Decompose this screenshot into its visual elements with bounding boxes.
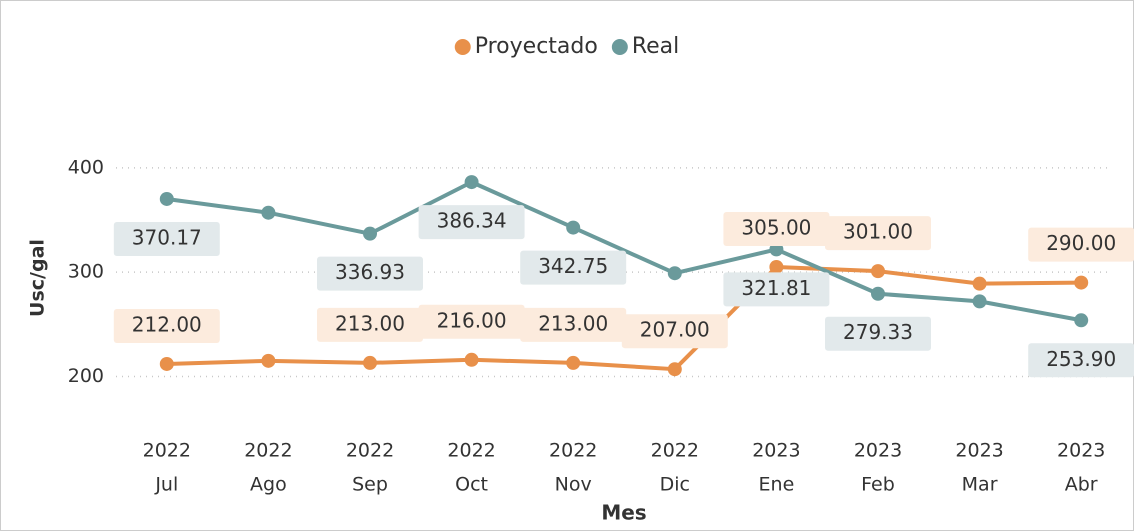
line bbox=[166, 180, 1082, 323]
data-label: 370.17 bbox=[113, 221, 220, 256]
x-tick-label: Dic bbox=[660, 474, 690, 496]
x-tick-label: Abr bbox=[1065, 474, 1098, 496]
data-label: 342.75 bbox=[520, 250, 627, 285]
x-tick-label: Ene bbox=[759, 474, 795, 496]
data-label: 253.90 bbox=[1028, 343, 1134, 378]
legend-label: Proyectado bbox=[475, 34, 598, 59]
x-tick-label: 2023 bbox=[1057, 440, 1105, 462]
data-label: 305.00 bbox=[723, 211, 830, 246]
data-label-box bbox=[113, 308, 220, 343]
point bbox=[769, 259, 784, 274]
data-label: 213.00 bbox=[520, 307, 627, 342]
point bbox=[464, 175, 479, 190]
data-label: 386.34 bbox=[418, 205, 525, 240]
data-label-text: 253.90 bbox=[1046, 347, 1116, 371]
point bbox=[363, 226, 377, 241]
x-tick-label: Nov bbox=[555, 474, 592, 496]
data-label-box bbox=[621, 314, 728, 349]
data-label-box bbox=[825, 316, 931, 351]
data-label-box bbox=[317, 256, 423, 291]
data-label-text: 212.00 bbox=[132, 312, 202, 336]
point bbox=[261, 205, 276, 220]
x-tick-label: 2023 bbox=[955, 440, 1003, 462]
x-tick-label: 2022 bbox=[143, 440, 191, 462]
x-tick-label: Ago bbox=[250, 474, 287, 496]
point bbox=[871, 286, 885, 301]
data-label-text: 370.17 bbox=[132, 225, 202, 249]
point bbox=[159, 191, 174, 206]
data-label-box bbox=[418, 304, 525, 339]
point bbox=[566, 220, 581, 235]
line bbox=[166, 264, 1082, 372]
data-label-text: 301.00 bbox=[843, 220, 913, 244]
point bbox=[972, 294, 987, 309]
x-axis-title: Mes bbox=[601, 501, 646, 525]
x-tick-label: Mar bbox=[962, 474, 998, 496]
point bbox=[972, 276, 987, 291]
x-tick-label: 2022 bbox=[651, 440, 699, 462]
point bbox=[1074, 313, 1089, 328]
point bbox=[464, 352, 479, 367]
data-label: 336.93 bbox=[317, 256, 423, 291]
legend-label: Real bbox=[632, 34, 679, 59]
point bbox=[159, 356, 174, 371]
data-label-box bbox=[1028, 343, 1134, 378]
data-label: 207.00 bbox=[621, 314, 728, 349]
x-tick-label: 2022 bbox=[549, 440, 597, 462]
data-label-box bbox=[723, 211, 830, 246]
y-axis-title: Usc/gal bbox=[27, 239, 49, 317]
data-label: 213.00 bbox=[317, 307, 423, 342]
point bbox=[667, 362, 682, 377]
x-tick-label: 2022 bbox=[447, 440, 495, 462]
data-label-box bbox=[418, 205, 525, 240]
data-label-box bbox=[825, 216, 931, 251]
point bbox=[667, 266, 682, 281]
data-label-text: 342.75 bbox=[538, 254, 608, 278]
data-label: 290.00 bbox=[1028, 227, 1134, 262]
data-label: 321.81 bbox=[723, 272, 830, 307]
point bbox=[261, 353, 276, 368]
data-label-box bbox=[1028, 227, 1134, 262]
point bbox=[1074, 275, 1089, 290]
y-tick-label: 200 bbox=[68, 365, 104, 387]
data-label-box bbox=[520, 250, 627, 285]
data-label-text: 213.00 bbox=[335, 311, 405, 335]
legend-marker bbox=[611, 39, 628, 55]
data-label-text: 207.00 bbox=[640, 318, 710, 342]
legend: Proyectado Real bbox=[454, 34, 679, 59]
data-label: 301.00 bbox=[825, 216, 931, 251]
data-label-text: 305.00 bbox=[741, 215, 811, 239]
point bbox=[871, 264, 885, 279]
data-label: 212.00 bbox=[113, 308, 220, 343]
point bbox=[566, 355, 581, 370]
data-label-text: 216.00 bbox=[437, 308, 507, 332]
x-tick-label: 2023 bbox=[752, 440, 800, 462]
data-label-text: 386.34 bbox=[437, 209, 507, 233]
y-tick-label: 300 bbox=[68, 261, 104, 283]
x-tick-label: Jul bbox=[154, 474, 178, 496]
data-label-text: 213.00 bbox=[538, 311, 608, 335]
x-tick-label: 2022 bbox=[244, 440, 292, 462]
data-label-box bbox=[317, 307, 423, 342]
data-label-text: 279.33 bbox=[843, 320, 913, 344]
data-label: 279.33 bbox=[825, 316, 931, 351]
x-tick-label: Sep bbox=[352, 474, 388, 496]
legend-marker bbox=[454, 39, 471, 55]
data-label-box bbox=[723, 272, 830, 307]
data-label-text: 321.81 bbox=[741, 276, 811, 300]
data-label: 216.00 bbox=[418, 304, 525, 339]
x-tick-label: Oct bbox=[455, 474, 488, 496]
data-label-text: 290.00 bbox=[1046, 231, 1116, 255]
y-tick-label: 400 bbox=[68, 156, 104, 178]
data-label-box bbox=[113, 221, 220, 256]
point bbox=[363, 355, 377, 370]
data-label-text: 336.93 bbox=[335, 260, 405, 284]
x-tick-label: 2022 bbox=[346, 440, 394, 462]
data-label-box bbox=[520, 307, 627, 342]
x-tick-label: Feb bbox=[861, 474, 895, 496]
x-tick-label: 2023 bbox=[854, 440, 902, 462]
